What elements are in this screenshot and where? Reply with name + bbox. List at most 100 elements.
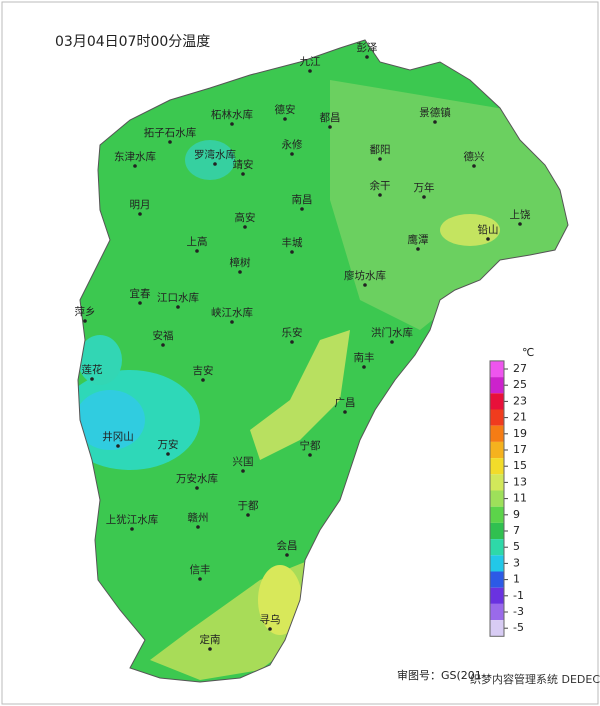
legend-label: -5 <box>513 621 524 634</box>
place-dot <box>362 365 366 369</box>
map-title: 03月04日07时00分温度 <box>55 34 210 50</box>
place-dot <box>365 55 369 59</box>
place-label: 鹰潭 <box>408 233 429 246</box>
place-dot <box>283 117 287 121</box>
place-label: 鄱阳 <box>370 143 391 156</box>
legend-swatch <box>490 603 504 621</box>
legend-label: 15 <box>513 459 527 472</box>
legend-label: 3 <box>513 556 520 569</box>
place-dot <box>238 270 242 274</box>
legend-outline <box>489 360 505 637</box>
legend-unit: ℃ <box>522 346 534 359</box>
place-label: 信丰 <box>190 563 211 576</box>
place-dot <box>343 410 347 414</box>
place-dot <box>195 486 199 490</box>
place-dot <box>116 444 120 448</box>
place-dot <box>208 647 212 651</box>
place-label: 安福 <box>153 329 174 342</box>
place-dot <box>268 627 272 631</box>
place-dot <box>390 340 394 344</box>
place-dot <box>133 164 137 168</box>
place-label: 景德镇 <box>419 106 451 119</box>
place-label: 万安水库 <box>176 472 218 485</box>
watermark: 织梦内容管理系统 DEDECMS.COM <box>470 672 600 686</box>
place-dot <box>195 249 199 253</box>
place-label: 上高 <box>187 235 208 248</box>
legend-swatch <box>490 620 504 637</box>
place-label: 明月 <box>130 199 151 211</box>
place-dot <box>308 69 312 73</box>
legend-swatch <box>490 522 504 540</box>
place-label: 德安 <box>275 103 296 116</box>
place-label: 余干 <box>370 179 391 192</box>
place-dot <box>486 237 490 241</box>
place-label: 廖坊水库 <box>344 269 386 282</box>
legend-swatch <box>490 571 504 588</box>
place-label: 广昌 <box>335 397 356 409</box>
place-dot <box>472 164 476 168</box>
place-label: 拓子石水库 <box>144 126 197 139</box>
place-dot <box>363 283 367 287</box>
place-dot <box>168 140 172 144</box>
legend-swatch <box>490 506 504 523</box>
place-label: 会昌 <box>277 539 298 552</box>
place-dot <box>328 125 332 129</box>
legend-swatch <box>490 458 504 475</box>
legend-label: 23 <box>513 394 527 407</box>
place-dot <box>130 527 134 531</box>
legend-swatch <box>490 360 504 378</box>
legend-label: -3 <box>513 605 524 618</box>
place-dot <box>230 320 234 324</box>
place-dot <box>161 343 165 347</box>
place-label: 洪门水库 <box>371 326 413 339</box>
place-label: 高安 <box>235 211 256 224</box>
legend-label: 1 <box>513 573 520 586</box>
place-dot <box>433 120 437 124</box>
place-label: 莲花 <box>82 363 103 376</box>
place-label: 万安 <box>158 438 179 451</box>
field-warm-center <box>250 330 350 460</box>
field-cold-lianhua <box>78 335 122 385</box>
legend-label: -1 <box>513 589 524 602</box>
place-label: 德兴 <box>464 150 485 163</box>
place-dot <box>90 377 94 381</box>
place-dot <box>518 222 522 226</box>
place-label: 上犹江水库 <box>106 513 159 526</box>
place-dot <box>138 301 142 305</box>
place-label: 兴国 <box>233 456 254 468</box>
place-dot <box>246 513 250 517</box>
legend-label: 13 <box>513 475 527 488</box>
legend-label: 27 <box>513 362 527 375</box>
place-label: 九江 <box>300 56 321 68</box>
place-label: 柘林水库 <box>211 108 253 121</box>
legend-swatch <box>490 425 504 442</box>
place-label: 萍乡 <box>75 306 96 318</box>
legend-label: 9 <box>513 508 520 521</box>
place-label: 江口水库 <box>157 291 199 304</box>
place-label: 万年 <box>414 181 435 194</box>
place-label: 铅山 <box>478 223 499 236</box>
place-label: 乐安 <box>282 326 303 339</box>
place-dot <box>243 225 247 229</box>
place-label: 南丰 <box>354 351 375 364</box>
place-label: 宜春 <box>130 287 151 300</box>
legend-label: 17 <box>513 443 527 456</box>
place-dot <box>308 453 312 457</box>
legend-label: 5 <box>513 540 520 553</box>
place-dot <box>213 162 217 166</box>
place-dot <box>83 319 87 323</box>
place-label: 樟树 <box>230 256 251 269</box>
place-dot <box>230 122 234 126</box>
place-dot <box>241 172 245 176</box>
place-dot <box>422 195 426 199</box>
place-dot <box>290 340 294 344</box>
place-label: 寻乌 <box>260 613 281 626</box>
legend-swatch <box>490 409 504 426</box>
place-label: 赣州 <box>188 511 209 524</box>
legend: ℃ 27 25 23 21 19 17 15 13 11 9 7 5 3 1 -1 -3 -5 <box>489 346 534 637</box>
legend-label: 25 <box>513 378 527 391</box>
place-label: 吉安 <box>193 364 214 377</box>
field-warm-yanshan <box>440 214 500 246</box>
